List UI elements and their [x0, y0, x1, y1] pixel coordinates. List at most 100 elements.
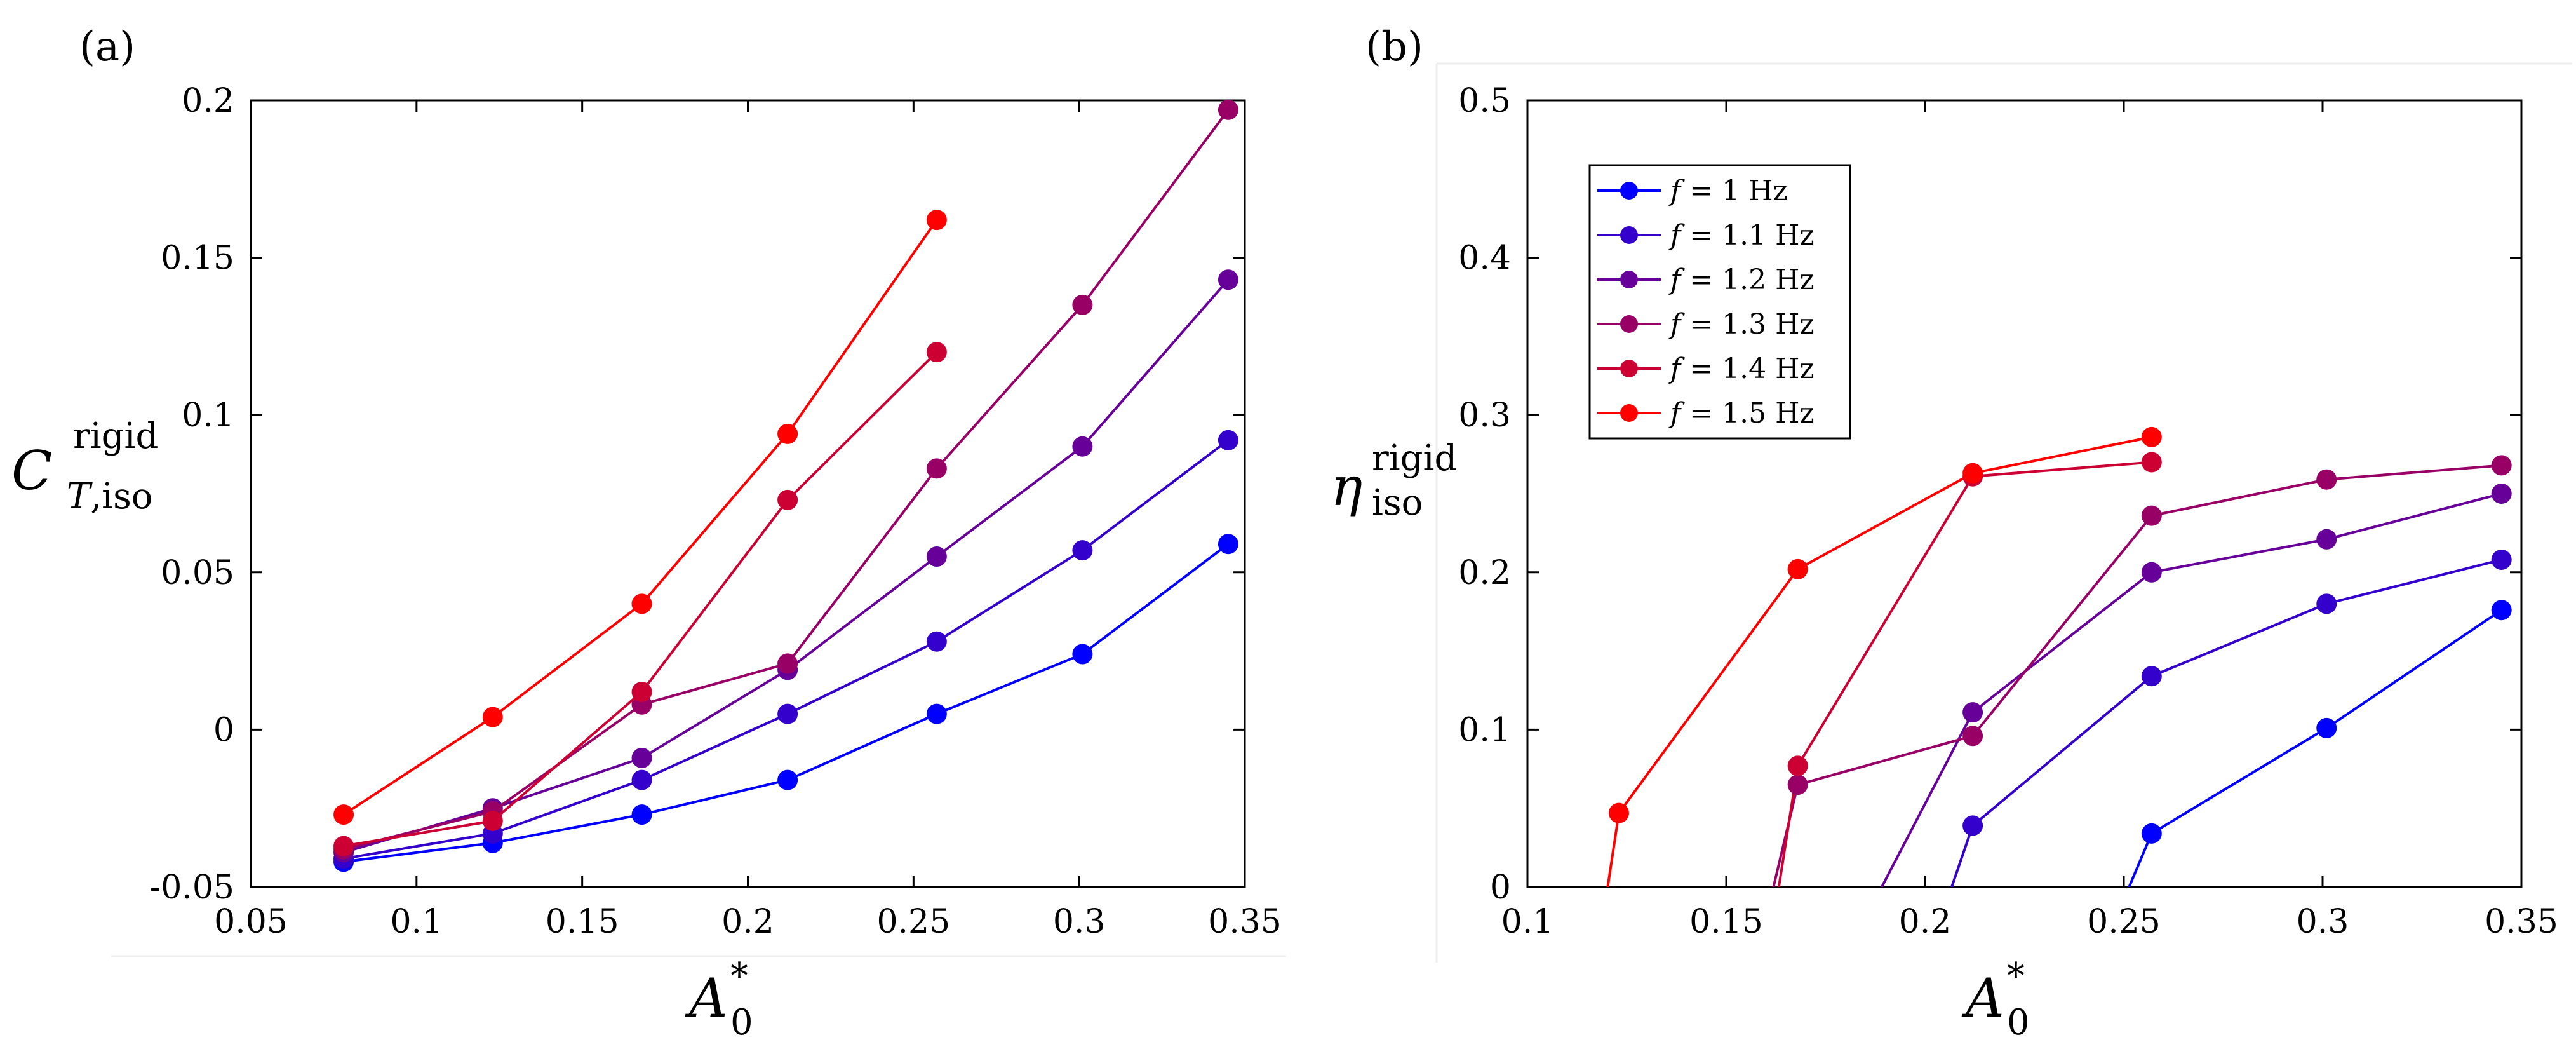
data-point — [777, 489, 798, 510]
data-point — [631, 747, 652, 768]
x-tick-label: 0.35 — [2485, 903, 2558, 941]
panel-a-label: (a) — [79, 24, 135, 71]
panel-a-chart: (a) 0.05 0.1 0.15 0.2 0.25 0.3 0.35 -0.05 0 0.05… — [11, 24, 1286, 1042]
panel-a-xlabel: A — [685, 967, 728, 1029]
x-tick-label: 0.1 — [1501, 903, 1554, 941]
data-point — [2141, 452, 2162, 473]
data-point — [2316, 717, 2337, 738]
x-tick-label: 0.15 — [1689, 903, 1763, 941]
y-tick-label: 0.1 — [182, 396, 234, 435]
data-point — [1608, 802, 1629, 823]
legend-entry-5: f = 1.4 Hz — [1668, 353, 1815, 385]
data-point — [926, 342, 947, 363]
legend-entry-1: f = 1 Hz — [1668, 175, 1788, 207]
data-point — [2316, 529, 2337, 550]
data-point — [1962, 463, 1983, 484]
data-point — [1962, 815, 1983, 836]
legend-entry-2: f = 1.1 Hz — [1668, 219, 1815, 252]
data-point — [631, 769, 652, 790]
panel-b-xlabel-sub: 0 — [2007, 1002, 2030, 1042]
data-point — [482, 707, 503, 727]
data-point — [482, 811, 503, 832]
data-point — [2141, 505, 2162, 526]
data-point — [2141, 426, 2162, 447]
x-tick-label: 0.35 — [1208, 903, 1282, 941]
data-point — [2491, 484, 2512, 504]
panel-b-ylabel-sup: rigid — [1372, 438, 1457, 479]
data-point — [631, 804, 652, 825]
data-point — [1072, 294, 1093, 315]
data-point — [2491, 455, 2512, 476]
data-point — [777, 423, 798, 444]
data-point — [926, 631, 947, 652]
legend-entry-6: f = 1.5 Hz — [1668, 397, 1815, 430]
y-tick-label: -0.05 — [150, 869, 234, 907]
panel-a-ylabel-sub: T,iso — [67, 476, 153, 517]
panel-b-ylabel: η — [1331, 456, 1362, 518]
data-point — [1787, 755, 1808, 776]
y-tick-label: 0.05 — [161, 554, 234, 592]
y-tick-label: 0.1 — [1458, 711, 1511, 749]
data-point — [1218, 99, 1238, 120]
legend-entry-4: f = 1.3 Hz — [1668, 308, 1815, 341]
panel-a-ylabel-sup: rigid — [73, 416, 158, 457]
legend-entry-3: f = 1.2 Hz — [1668, 264, 1815, 296]
x-tick-label: 0.25 — [876, 903, 950, 941]
y-tick-label: 0.4 — [1458, 240, 1511, 278]
data-point — [631, 593, 652, 614]
data-point — [333, 836, 354, 856]
x-tick-label: 0.3 — [2297, 903, 2349, 941]
panel-b-xlabel: A — [1961, 967, 2004, 1029]
x-tick-label: 0.05 — [214, 903, 288, 941]
data-point — [1218, 269, 1238, 290]
data-point — [1787, 775, 1808, 795]
data-point — [926, 546, 947, 567]
x-tick-label: 0.3 — [1053, 903, 1106, 941]
y-tick-label: 0.15 — [161, 240, 234, 278]
x-tick-label: 0.15 — [546, 903, 619, 941]
legend-marker — [1620, 315, 1638, 333]
panel-a-xlabel-sub: 0 — [730, 1002, 753, 1042]
data-point — [1218, 534, 1238, 555]
legend-marker — [1620, 271, 1638, 288]
y-tick-label: 0 — [1490, 869, 1511, 907]
data-point — [1072, 644, 1093, 665]
data-point — [2141, 666, 2162, 687]
x-tick-label: 0.2 — [721, 903, 774, 941]
data-point — [926, 458, 947, 479]
data-point — [1787, 558, 1808, 579]
data-point — [1072, 436, 1093, 457]
legend-marker — [1620, 182, 1638, 200]
data-point — [926, 210, 947, 231]
legend-marker — [1620, 404, 1638, 422]
data-point — [2141, 562, 2162, 583]
legend-marker — [1620, 226, 1638, 244]
panel-b-label: (b) — [1365, 24, 1423, 71]
x-tick-label: 0.2 — [1899, 903, 1952, 941]
y-tick-label: 0.3 — [1458, 396, 1511, 435]
panel-b-ylabel-sub: iso — [1372, 482, 1423, 524]
series-line-5 — [1777, 461, 2152, 887]
legend-marker — [1620, 360, 1638, 377]
data-point — [333, 804, 354, 825]
y-tick-label: 0.2 — [182, 82, 234, 120]
data-point — [2141, 823, 2162, 844]
panel-a-xlabel-sup: * — [730, 956, 748, 997]
data-point — [777, 653, 798, 674]
y-tick-label: 0.2 — [1458, 554, 1511, 592]
panel-b-axes-box — [1526, 99, 2523, 888]
y-tick-label: 0 — [213, 711, 234, 749]
legend-box — [1588, 164, 1851, 440]
panel-a-ylabel: C — [11, 440, 52, 502]
data-point — [926, 703, 947, 724]
data-point — [2316, 469, 2337, 490]
data-point — [2316, 593, 2337, 614]
data-point — [777, 703, 798, 724]
panel-b-chart: (b) 0.1 0.15 0.2 0.25 0.3 0.35 00.10.20.30.40… — [1331, 24, 2572, 1042]
legend: f = 1 Hz f = 1.1 Hz f = 1.2 Hz f = 1.3 Hz f … — [1588, 164, 1851, 440]
data-point — [2491, 600, 2512, 621]
data-point — [2491, 549, 2512, 570]
data-point — [1218, 430, 1238, 450]
x-tick-label: 0.1 — [390, 903, 443, 941]
